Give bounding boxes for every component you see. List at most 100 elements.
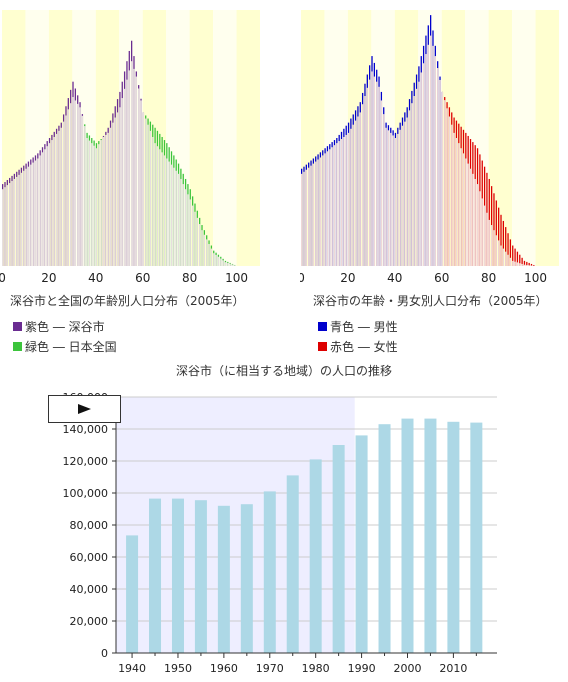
age-bar-inner xyxy=(301,173,303,266)
age-bar-inner xyxy=(345,134,347,266)
age-bar-inner xyxy=(350,128,352,266)
age-bar-outer xyxy=(530,263,533,266)
y-tick-label: 80,000 xyxy=(70,519,109,532)
age-bar-inner xyxy=(488,219,490,266)
y-tick-label: 40,000 xyxy=(70,583,109,596)
age-bar-inner xyxy=(469,168,472,266)
age-bar-inner xyxy=(79,107,81,266)
age-bar-inner xyxy=(65,115,67,266)
age-bar-inner xyxy=(521,263,523,266)
age-bar-inner xyxy=(509,257,512,266)
age-bar-inner xyxy=(347,132,350,266)
age-bar-inner xyxy=(84,126,86,266)
age-bar-inner xyxy=(397,133,399,266)
age-bar-inner xyxy=(390,132,392,266)
age-bar-inner xyxy=(175,170,177,266)
x-tick-label: 40 xyxy=(88,271,103,285)
age-bar-inner xyxy=(180,178,182,266)
age-bar-outer xyxy=(516,251,519,266)
age-bar-inner xyxy=(434,56,436,266)
x-tick-label: 20 xyxy=(41,271,56,285)
age-bar-inner xyxy=(217,256,220,266)
age-bar-inner xyxy=(25,168,27,266)
x-tick-label: 20 xyxy=(340,271,355,285)
age-bar-inner xyxy=(168,161,170,266)
x-tick-label: 80 xyxy=(182,271,197,285)
age-bar-inner xyxy=(453,132,455,266)
age-bar-inner xyxy=(338,141,340,266)
y-tick-label: 60,000 xyxy=(70,551,109,564)
x-tick-label: 1950 xyxy=(164,662,192,675)
play-button[interactable] xyxy=(48,395,121,423)
population-bar xyxy=(171,498,184,653)
population-bar xyxy=(309,459,322,653)
age-bar-inner xyxy=(51,140,53,266)
age-bar-inner xyxy=(430,35,432,266)
age-bar-inner xyxy=(427,44,429,266)
age-bar-inner xyxy=(354,120,357,266)
age-bar-inner xyxy=(425,54,427,267)
age-bar-inner xyxy=(331,147,333,266)
age-band xyxy=(213,10,237,266)
left-chart-caption: 深谷市と全国の年齢別人口分布（2005年） xyxy=(10,294,245,308)
age-bar-inner xyxy=(303,171,305,266)
y-tick-label: 100,000 xyxy=(63,487,109,500)
age-bar-outer xyxy=(505,227,507,266)
age-bar-inner xyxy=(329,149,331,266)
age-bar-inner xyxy=(138,88,140,266)
age-bar-inner xyxy=(184,189,187,266)
age-bar-outer xyxy=(502,220,504,266)
age-bar-inner xyxy=(324,153,326,266)
population-bar xyxy=(217,505,230,653)
age-bar-inner xyxy=(483,205,486,266)
age-bar-inner xyxy=(229,263,231,266)
age-bar-inner xyxy=(528,265,530,266)
age-bar-inner xyxy=(420,72,422,267)
age-bar-inner xyxy=(173,167,175,266)
legend-label: 紫色 ― 深谷市 xyxy=(25,320,105,334)
age-bar-inner xyxy=(481,198,483,266)
age-bar-outer xyxy=(528,262,530,266)
age-bar-inner xyxy=(234,265,236,266)
age-band xyxy=(512,10,536,266)
age-bar-inner xyxy=(222,260,224,266)
age-bar-inner xyxy=(72,97,74,266)
age-bar-outer xyxy=(512,245,514,266)
age-bar-inner xyxy=(152,136,154,266)
age-bar-inner xyxy=(505,251,507,266)
age-band xyxy=(236,10,260,266)
population-bar xyxy=(263,491,276,653)
age-bar-outer xyxy=(533,264,535,266)
age-bar-inner xyxy=(199,224,201,266)
legend-label: 赤色 ― 女性 xyxy=(330,340,398,354)
right-legend-item: 青色 ― 男性 xyxy=(318,318,398,335)
age-bar-inner xyxy=(131,61,133,267)
age-bar-inner xyxy=(20,172,23,266)
age-bar-inner xyxy=(30,164,32,266)
age-bar-inner xyxy=(404,121,406,266)
left-legend-item: 緑色 ― 日本全国 xyxy=(13,338,117,355)
population-bar xyxy=(149,498,162,653)
age-bar-inner xyxy=(498,240,500,266)
age-bar-inner xyxy=(215,254,217,266)
x-tick-label: 1980 xyxy=(302,662,330,675)
age-bar-inner xyxy=(411,103,413,267)
legend-label: 青色 ― 男性 xyxy=(330,320,398,334)
age-bar-inner xyxy=(476,184,479,266)
age-bar-inner xyxy=(406,117,408,267)
age-bar-inner xyxy=(39,155,41,266)
age-bar-inner xyxy=(394,138,397,266)
age-bar-inner xyxy=(514,261,516,266)
age-bar-inner xyxy=(308,167,310,266)
x-tick-label: 0 xyxy=(0,271,6,285)
age-bar-outer xyxy=(519,254,521,266)
population-bar xyxy=(424,418,437,653)
population-bar xyxy=(401,418,414,653)
age-bar-inner xyxy=(385,127,387,266)
age-bar-inner xyxy=(16,176,18,266)
age-bar-inner xyxy=(147,124,149,266)
age-bar-inner xyxy=(208,243,210,266)
age-bar-inner xyxy=(357,116,359,266)
age-bar-inner xyxy=(312,163,315,266)
age-bar-inner xyxy=(159,149,161,266)
